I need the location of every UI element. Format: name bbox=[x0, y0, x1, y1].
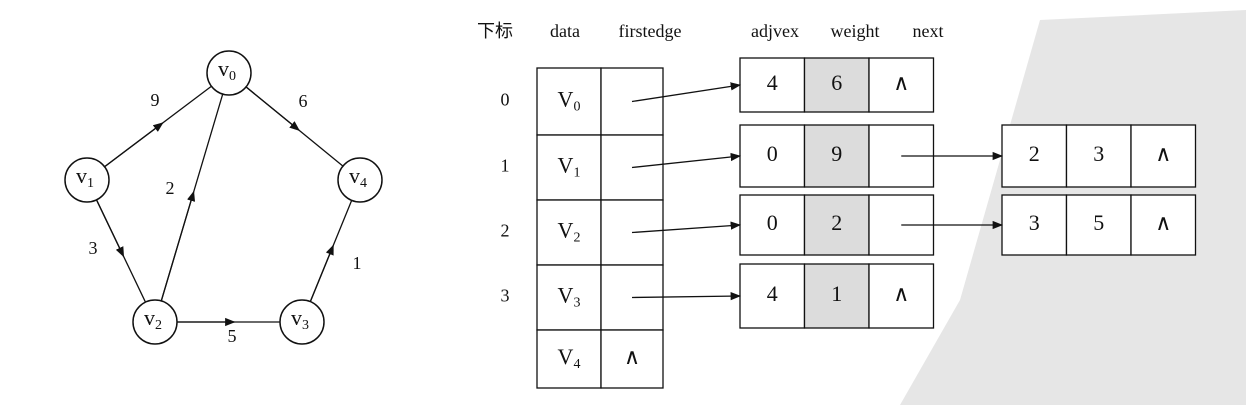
node-label-name: v bbox=[144, 305, 155, 330]
edge-weight: 3 bbox=[1093, 141, 1104, 166]
graph-node bbox=[206, 50, 252, 96]
edge-weight: 5 bbox=[228, 326, 237, 346]
vertex-data-sub: 1 bbox=[573, 166, 580, 181]
edge-next-cell bbox=[1130, 194, 1197, 256]
node-label: v2 bbox=[144, 305, 162, 333]
vertex-data: V3 bbox=[558, 283, 581, 311]
vertex-data-sub: 0 bbox=[573, 100, 580, 115]
edge-weight: 6 bbox=[299, 91, 308, 111]
vertex-data: V1 bbox=[558, 153, 581, 181]
node-label-name: v bbox=[76, 163, 87, 188]
node-label: v1 bbox=[76, 163, 94, 191]
vertex-data-sub: 3 bbox=[573, 296, 580, 311]
vertex-index: 3 bbox=[501, 286, 510, 306]
vertex-data-sub: 2 bbox=[573, 231, 580, 246]
node-label: v4 bbox=[349, 163, 367, 191]
edge-weight: 1 bbox=[831, 281, 842, 306]
edge-next-cell bbox=[868, 263, 935, 329]
pointer-arrow bbox=[631, 152, 742, 169]
edge-next-cell bbox=[1130, 124, 1197, 188]
vertex-data-cell bbox=[536, 329, 602, 389]
graph-node bbox=[64, 157, 110, 203]
vertex-data: V0 bbox=[558, 87, 581, 115]
node-label: v3 bbox=[291, 305, 309, 333]
vertex-data-name: V bbox=[558, 218, 574, 243]
edge-weight: 2 bbox=[166, 178, 175, 198]
edge-adjvex: 0 bbox=[767, 141, 778, 166]
vertex-index: 0 bbox=[501, 90, 510, 110]
node-label-sub: 0 bbox=[229, 69, 236, 84]
edge-weight-cell bbox=[803, 124, 870, 188]
edge-next: ∧ bbox=[1155, 141, 1171, 166]
node-label-name: v bbox=[291, 305, 302, 330]
pointer-arrow bbox=[631, 291, 742, 301]
node-label: v0 bbox=[218, 56, 236, 84]
table-header: weight bbox=[831, 21, 880, 41]
edge-arrow bbox=[245, 86, 300, 131]
vertex-data-cell bbox=[536, 264, 602, 331]
edge-adjvex: 0 bbox=[767, 210, 778, 235]
vertex-data-name: V bbox=[558, 87, 574, 112]
vertex-data-name: V bbox=[558, 153, 574, 178]
vertex-data-name: V bbox=[558, 283, 574, 308]
vertex-data-sub: 4 bbox=[573, 357, 580, 372]
vertex-data: V4 bbox=[558, 344, 581, 372]
vertex-firstedge-cell bbox=[600, 329, 664, 389]
graph-node bbox=[337, 157, 383, 203]
edge-next-cell bbox=[868, 57, 935, 113]
edge-next: ∧ bbox=[1155, 210, 1171, 235]
edge-arrow bbox=[309, 244, 334, 302]
edge-adjvex-cell bbox=[1001, 194, 1068, 256]
pointer-arrow bbox=[631, 221, 742, 234]
node-label-name: v bbox=[218, 56, 229, 81]
table-header: data bbox=[550, 21, 580, 41]
edge-next: ∧ bbox=[893, 70, 909, 95]
edge-adjvex: 2 bbox=[1029, 141, 1040, 166]
edge-weight: 2 bbox=[831, 210, 842, 235]
node-label-name: v bbox=[349, 163, 360, 188]
edge-arrow bbox=[95, 199, 125, 258]
edge-arrow bbox=[104, 122, 164, 168]
vertex-data-name: V bbox=[558, 344, 574, 369]
vertex-data: V2 bbox=[558, 218, 581, 246]
vertex-index: 2 bbox=[501, 221, 510, 241]
edge-weight: 1 bbox=[353, 253, 362, 273]
edge-arrow bbox=[160, 190, 196, 302]
edge-weight: 3 bbox=[89, 238, 98, 258]
edge-weight: 9 bbox=[831, 141, 842, 166]
edge-adjvex-cell bbox=[1001, 124, 1068, 188]
edge-next: ∧ bbox=[893, 281, 909, 306]
edge-weight-cell bbox=[1065, 124, 1132, 188]
node-label-sub: 3 bbox=[302, 318, 309, 333]
edge-adjvex: 3 bbox=[1029, 210, 1040, 235]
edge-adjvex-cell bbox=[739, 124, 806, 188]
node-label-sub: 2 bbox=[155, 318, 162, 333]
edge-weight: 5 bbox=[1093, 210, 1104, 235]
node-label-sub: 4 bbox=[360, 176, 367, 191]
table-header: 下标 bbox=[477, 21, 513, 41]
edge-adjvex: 4 bbox=[767, 70, 778, 95]
edge-adjvex-cell bbox=[739, 194, 806, 256]
vertex-index: 1 bbox=[501, 156, 510, 176]
edge-weight: 9 bbox=[151, 90, 160, 110]
vertex-data-cell bbox=[536, 134, 602, 201]
table-header: adjvex bbox=[751, 21, 799, 41]
edge-adjvex: 4 bbox=[767, 281, 778, 306]
node-label-sub: 1 bbox=[87, 176, 94, 191]
table-header: firstedge bbox=[619, 21, 682, 41]
edge-weight-cell bbox=[803, 57, 870, 113]
table-header: next bbox=[913, 21, 944, 41]
firstedge-null: ∧ bbox=[624, 344, 640, 369]
pointer-arrow bbox=[631, 82, 742, 103]
edge-weight: 6 bbox=[831, 70, 842, 95]
